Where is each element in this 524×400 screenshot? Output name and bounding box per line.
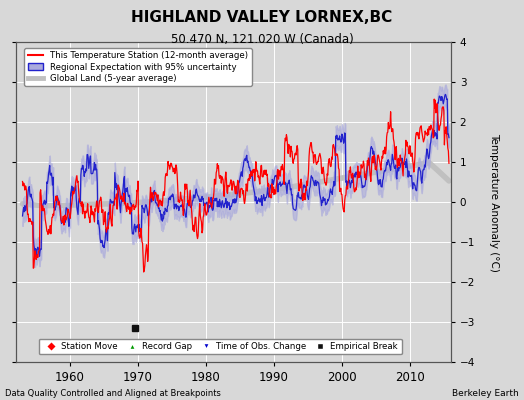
Y-axis label: Temperature Anomaly (°C): Temperature Anomaly (°C)	[489, 132, 499, 272]
Text: Data Quality Controlled and Aligned at Breakpoints: Data Quality Controlled and Aligned at B…	[5, 389, 221, 398]
Legend: Station Move, Record Gap, Time of Obs. Change, Empirical Break: Station Move, Record Gap, Time of Obs. C…	[39, 339, 401, 354]
Text: HIGHLAND VALLEY LORNEX,BC: HIGHLAND VALLEY LORNEX,BC	[132, 10, 392, 25]
Text: Berkeley Earth: Berkeley Earth	[452, 389, 519, 398]
Text: 50.470 N, 121.020 W (Canada): 50.470 N, 121.020 W (Canada)	[171, 33, 353, 46]
